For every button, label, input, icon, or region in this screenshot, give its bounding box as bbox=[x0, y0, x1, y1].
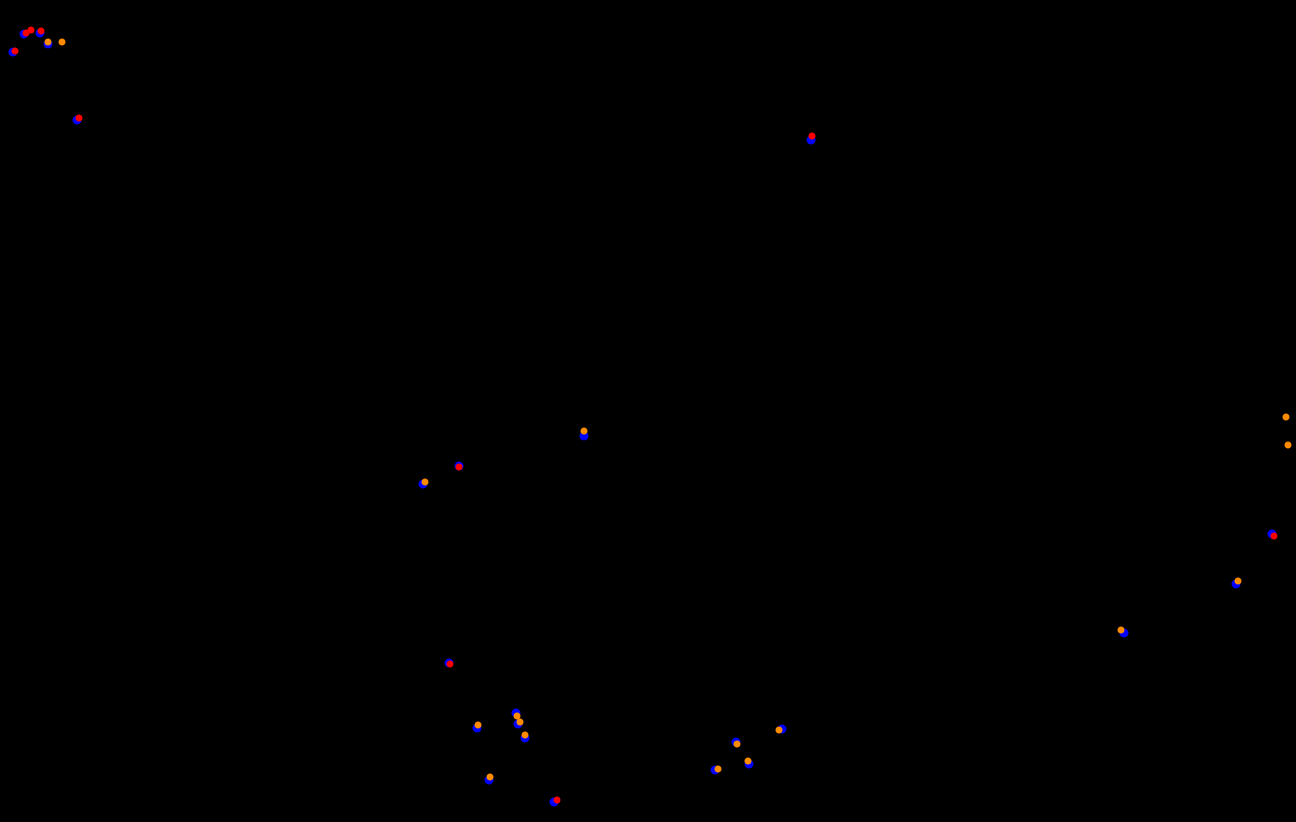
marker-orange-markers bbox=[580, 427, 588, 435]
marker-red-markers bbox=[1270, 532, 1278, 540]
marker-red-markers bbox=[27, 26, 35, 34]
marker-orange-markers bbox=[486, 773, 494, 781]
marker-orange-markers bbox=[516, 718, 524, 726]
marker-orange-markers bbox=[775, 726, 783, 734]
marker-orange-markers bbox=[58, 38, 66, 46]
marker-orange-markers bbox=[421, 478, 429, 486]
marker-orange-markers bbox=[1284, 441, 1292, 449]
marker-orange-markers bbox=[513, 712, 521, 720]
marker-red-markers bbox=[22, 29, 30, 37]
marker-blue-underlay-markers bbox=[579, 431, 589, 441]
marker-red-markers bbox=[808, 132, 816, 140]
marker-orange-markers bbox=[733, 740, 741, 748]
marker-blue-underlay-markers bbox=[806, 135, 816, 145]
marker-red-markers bbox=[553, 796, 561, 804]
marker-red-markers bbox=[455, 463, 463, 471]
marker-red-markers bbox=[37, 27, 45, 35]
marker-orange-markers bbox=[44, 38, 52, 46]
marker-red-markers bbox=[11, 47, 19, 55]
marker-orange-markers bbox=[714, 765, 722, 773]
marker-red-markers bbox=[446, 660, 454, 668]
marker-orange-markers bbox=[521, 731, 529, 739]
marker-orange-markers bbox=[1117, 626, 1125, 634]
marker-orange-markers bbox=[1282, 413, 1290, 421]
marker-orange-markers bbox=[474, 721, 482, 729]
marker-blue-underlay-markers bbox=[1119, 628, 1129, 638]
marker-red-markers bbox=[75, 114, 83, 122]
marker-orange-markers bbox=[1234, 577, 1242, 585]
marker-orange-markers bbox=[744, 757, 752, 765]
